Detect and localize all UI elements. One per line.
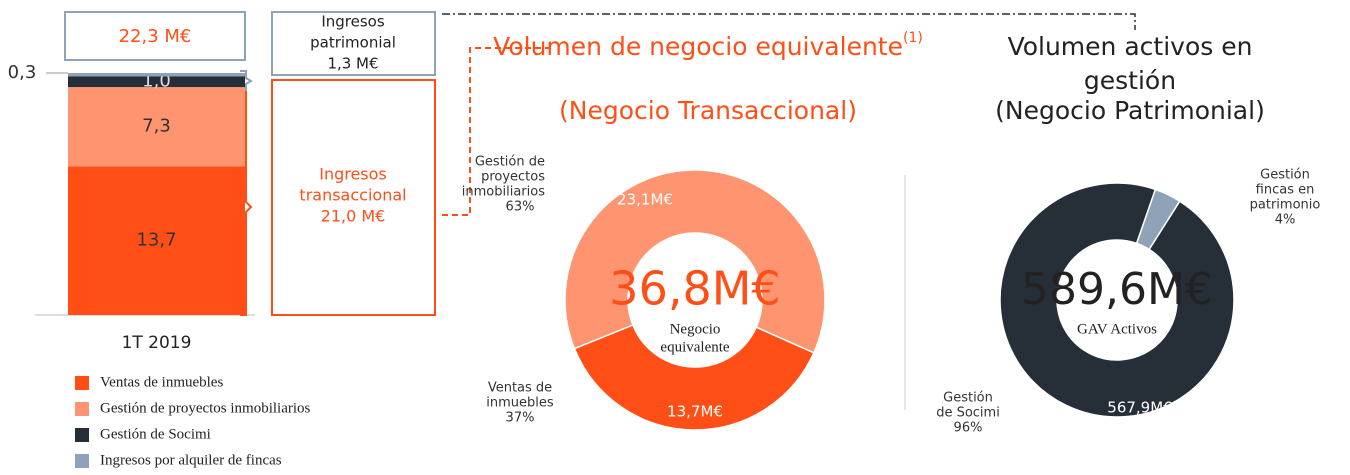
value-label: 567,9M€ [1107,399,1172,417]
category-label: de Socimi [936,406,1000,421]
legend-swatch [75,376,89,390]
center-label: Negocio [670,321,721,337]
category-label: Gestión [943,391,993,406]
center-label: equivalente [660,339,729,355]
donut-slice [573,324,815,431]
share-label: 4% [1275,213,1296,228]
box-label: 1,3 M€ [327,55,378,73]
donut-slice [564,169,826,354]
share-label: 96% [954,421,983,436]
bar-segment [68,87,245,167]
bar-segment [68,76,245,88]
category-label: inmobiliarios [462,185,545,200]
donut-slice [1135,188,1181,251]
title-text: Volumen activos en [1008,32,1253,61]
value-label: 13,7 [136,230,176,251]
category-label: Gestión de [475,155,545,170]
brace-large [240,91,253,316]
box-label: transaccional [299,186,406,205]
chart-title: gestión [1084,66,1176,95]
value-label: 23,1M€ [617,191,673,209]
patrimonial-box [271,11,436,76]
value-label: 7,3 [142,116,171,137]
title-text: Volumen de negocio equivalente [493,32,903,61]
legend-label: Ventas de inmuebles [100,374,223,390]
chart-subtitle: (Negocio Transaccional) [559,96,857,125]
box-label: Ingresos [321,13,385,31]
donut-slice [999,182,1235,418]
total-box [64,11,246,61]
bar-segment [68,166,245,315]
center-value: 36,8M€ [609,262,780,316]
legend-swatch [75,454,89,468]
chart-title: Volumen activos en [1008,32,1253,61]
connector [442,13,1136,30]
center-value: 589,6M€ [1021,264,1213,315]
share-label: 37% [506,411,535,426]
category-label: Ventas de [488,381,552,396]
legend-label: Gestión de Socimi [100,426,211,442]
category-label: inmuebles [486,396,554,411]
chart-title: Volumen de negocio equivalente(1) [493,30,923,61]
category-label: fincas en [1256,183,1315,198]
box-label: patrimonial [310,34,396,52]
category-label: proyectos [481,170,545,185]
legend-label: Ingresos por alquiler de fincas [100,452,282,468]
bar-segment [68,73,245,77]
legend-swatch [75,428,89,442]
legend-label: Gestión de proyectos inmobiliarios [100,400,311,416]
value-label: 21,7M€ [1202,209,1258,227]
share-label: 63% [506,200,535,215]
legend-swatch [75,402,89,416]
value-label: 13,7M€ [667,403,723,421]
chart-subtitle: (Negocio Patrimonial) [995,96,1265,125]
center-label: GAV Activos [1077,321,1157,337]
x-tick-label: 1T 2019 [122,333,192,353]
value-label: 0,3 [8,62,37,83]
connector [442,47,555,216]
title-note: (1) [903,30,923,46]
box-label: 21,0 M€ [321,207,386,226]
transaccional-box [271,79,436,316]
total-label: 22,3 M€ [119,26,192,47]
category-label: Gestión [1260,168,1310,183]
box-label: Ingresos [319,165,387,184]
category-label: patrimonio [1250,198,1321,213]
